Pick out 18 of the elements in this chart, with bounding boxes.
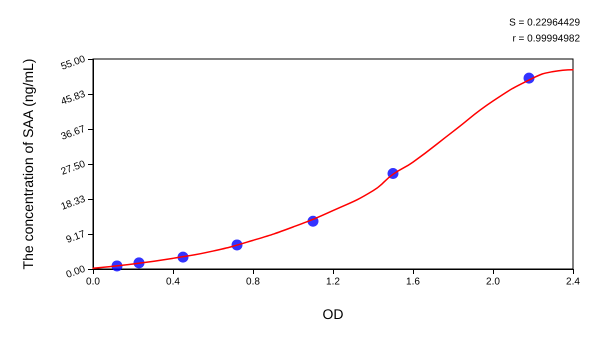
- x-tick-label: 1.2: [326, 276, 340, 288]
- y-tick-label: 27.50: [60, 158, 88, 178]
- y-tick-label: 55.00: [60, 54, 88, 73]
- y-tick-label: 45.83: [60, 88, 88, 108]
- x-tick-label: 0.8: [246, 276, 260, 288]
- x-tick-label: 0.4: [166, 276, 180, 288]
- x-tick-label: 2.0: [486, 276, 500, 288]
- x-tick-label: 1.6: [406, 276, 420, 288]
- x-tick-label: 2.4: [566, 276, 580, 288]
- y-tick-label: 36.67: [60, 124, 88, 143]
- y-tick-label: 18.33: [60, 194, 88, 213]
- x-tick-label: 0.0: [86, 276, 100, 288]
- y-tick-label: 9.17: [64, 228, 88, 246]
- text: S = 0.22964429: [509, 18, 580, 28]
- y-tick-label: 0.00: [64, 264, 88, 281]
- text: r = 0.99994982: [512, 34, 580, 44]
- x-axis-title: OD: [322, 306, 344, 322]
- y-axis-title: The concentration of SAA (ng/mL): [20, 58, 36, 270]
